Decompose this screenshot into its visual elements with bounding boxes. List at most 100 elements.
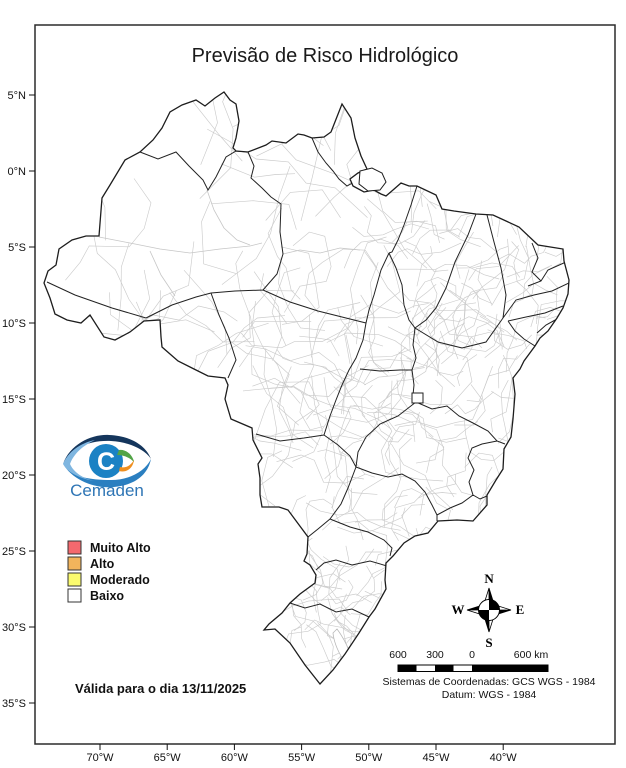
municipal-boundary-line [333,612,357,638]
municipal-boundary-line [472,238,510,299]
municipal-boundary-line [336,334,353,389]
municipal-boundary-line [317,449,352,513]
municipal-boundary-line [141,305,238,323]
municipal-boundary-line [497,163,525,211]
municipal-boundary-line [455,231,474,279]
municipal-boundary-line [391,490,426,541]
municipal-boundary-line [259,410,313,487]
municipal-boundary-line [398,351,419,385]
municipal-boundary-line [512,500,569,539]
municipal-boundary-line [263,348,277,457]
legend-swatch-alto [67,556,82,571]
municipal-boundary-line [486,314,503,350]
lat-tick-label: 25°S [2,546,26,558]
municipal-boundary-line [201,201,237,275]
brazil-map [43,91,570,685]
municipal-boundary-line [466,365,493,402]
municipal-boundary-line [304,248,378,314]
municipal-boundary-line [339,305,420,389]
municipal-boundary-line [380,371,406,407]
municipal-boundary-line [151,366,180,402]
municipal-boundary-line [308,550,343,590]
lat-tick-label: 5°S [8,242,26,254]
lon-tick-label: 40°W [490,752,518,764]
municipal-boundary-line [245,345,366,418]
municipal-boundary-line [252,368,367,388]
municipal-boundary-line [429,201,461,238]
municipal-boundary-line [506,264,553,278]
municipal-boundary-line [324,439,363,480]
municipal-boundary-line [333,245,401,342]
lon-tick-label: 70°W [86,752,114,764]
compass-west-label: W [452,602,465,617]
municipal-boundary-line [235,250,255,368]
legend-label-alto: Alto [90,557,115,571]
municipal-boundaries [44,92,569,684]
municipal-boundary-line [391,443,454,511]
municipal-boundary-line [353,404,434,438]
municipal-boundary-line [324,430,375,493]
municipal-boundary-line [424,343,440,377]
municipal-boundary-line [217,290,295,368]
municipal-boundary-line [456,354,478,386]
municipal-boundary-line [320,545,350,602]
lat-tick-label: 20°S [2,470,26,482]
municipal-boundary-line [253,271,283,361]
municipal-boundary-line [399,411,445,473]
municipal-boundary-line [513,402,569,436]
municipal-boundary-line [463,419,506,461]
logo-c-glyph: C [97,448,115,476]
municipal-boundary-line [464,452,500,474]
municipal-boundary-line [435,309,483,349]
municipal-boundary-line [363,346,406,384]
state-borders [46,137,569,618]
municipal-boundary-line [411,299,437,344]
lat-tick-label: 0°N [8,166,27,178]
municipal-boundary-line [401,291,487,318]
municipal-boundary-line [530,307,567,328]
municipal-boundary-line [65,178,152,281]
municipal-boundary-line [452,273,505,318]
compass-rose-icon: N S E W [452,571,525,650]
municipal-boundary-line [326,332,412,353]
municipal-boundary-line [328,562,354,605]
municipal-boundary-line [416,269,470,337]
map-frame [34,24,616,745]
municipal-boundary-line [363,250,404,305]
municipal-boundary-line [364,367,425,386]
municipal-boundary-line [304,619,366,633]
coordinate-system-label: Sistemas de Coordenadas: GCS WGS - 1984 [382,676,595,688]
lon-tick-label: 55°W [288,752,316,764]
municipal-boundary-line [336,405,360,460]
lon-tick-label: 60°W [221,752,249,764]
municipal-boundary-line [414,322,466,369]
municipal-boundary-line [290,602,367,642]
municipal-boundary-line [259,273,287,324]
municipal-boundary-line [227,339,300,426]
municipal-boundary-line [527,187,566,217]
municipal-boundary-line [479,316,518,341]
municipal-boundary-line [383,437,412,528]
lat-tick-label: 10°S [2,318,26,330]
municipal-boundary-line [380,420,444,482]
municipal-boundary-line [403,240,449,272]
municipal-boundary-line [211,200,297,230]
legend-swatch-muito-alto [67,540,82,555]
municipal-boundary-line [191,322,269,386]
municipal-boundary-line [352,223,429,237]
municipal-boundary-line [411,307,447,363]
risk-region-moderado [527,367,548,434]
municipal-boundary-line [325,415,378,495]
municipal-boundary-line [396,379,467,443]
lat-tick-label: 30°S [2,622,26,634]
municipal-boundary-line [381,495,408,521]
municipal-boundary-line [463,332,505,351]
municipal-boundary-line [205,668,289,679]
lon-tick-label: 65°W [154,752,182,764]
municipal-boundary-line [440,282,505,333]
lat-tick-label: 5°N [8,90,27,102]
municipal-boundary-line [333,92,376,165]
municipal-boundary-line [333,386,415,437]
municipal-boundary-line [313,365,369,416]
